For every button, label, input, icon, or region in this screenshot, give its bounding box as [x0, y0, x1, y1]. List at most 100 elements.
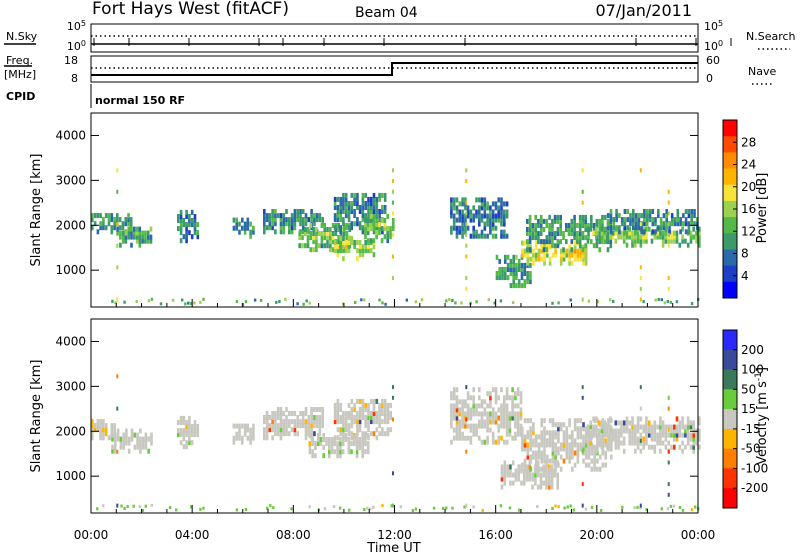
heatmap-cell [559, 214, 562, 220]
heatmap-cell [344, 192, 348, 198]
heatmap-cell [196, 424, 200, 429]
beam-label: Beam 04 [355, 5, 418, 21]
heatmap-cell [475, 229, 478, 235]
heatmap-cell [540, 422, 543, 428]
heatmap-cell [543, 426, 546, 432]
ground-scatter-cell [272, 506, 275, 510]
heatmap-cell [326, 231, 329, 236]
heatmap-cell [489, 225, 492, 231]
heatmap-cell [523, 472, 526, 478]
heatmap-cell [375, 398, 379, 404]
heatmap-cell [122, 436, 125, 442]
heatmap-cell [515, 262, 518, 268]
heatmap-cell [372, 226, 376, 232]
heatmap-cell [650, 428, 654, 434]
heatmap-cell [381, 209, 384, 214]
heatmap-cell [597, 428, 601, 434]
heatmap-cell [342, 209, 345, 214]
heatmap-cell [631, 234, 634, 240]
heatmap-cell [542, 227, 546, 232]
heatmap-cell [450, 197, 453, 203]
heatmap-cell [333, 248, 337, 254]
heatmap-cell [573, 442, 577, 448]
heatmap-cell [500, 435, 503, 441]
heatmap-cell [130, 234, 133, 240]
heatmap-cell [252, 225, 255, 231]
heatmap-cell [282, 229, 286, 235]
heatmap-cell [458, 431, 462, 437]
heatmap-cell [650, 424, 654, 430]
heatmap-cell [678, 424, 682, 430]
heatmap-cell [361, 441, 364, 447]
heatmap-cell [684, 229, 688, 235]
heatmap-cell [534, 462, 538, 468]
ground-scatter-cell [275, 300, 278, 304]
heatmap-cell [521, 248, 524, 254]
ground-scatter-cell [599, 508, 603, 512]
heatmap-cell [503, 217, 506, 223]
heatmap-cell [347, 402, 351, 408]
heatmap-cell [576, 231, 579, 236]
heatmap-cell [634, 221, 638, 227]
heatmap-cell [386, 411, 390, 416]
heatmap-cell [536, 484, 540, 490]
heatmap-cell [361, 248, 365, 254]
heatmap-cell [675, 436, 679, 442]
ground-scatter-cell [390, 504, 393, 508]
heatmap-cell [372, 229, 376, 235]
heatmap-cell [629, 217, 632, 223]
heatmap-cell [551, 239, 554, 245]
heatmap-cell [361, 217, 365, 223]
heatmap-cell [361, 431, 365, 437]
heatmap-cell [506, 262, 510, 268]
heatmap-cell [595, 424, 598, 430]
heatmap-cell [322, 445, 325, 451]
heatmap-cell [188, 436, 191, 442]
heatmap-cell [584, 243, 587, 249]
heatmap-cell [537, 256, 541, 262]
heatmap-cell [282, 411, 286, 416]
heatmap-cell [328, 453, 331, 459]
heatmap-cell [342, 240, 345, 245]
heatmap-cell [576, 256, 580, 262]
ground-scatter-cell [690, 302, 694, 306]
heatmap-cell [124, 234, 128, 240]
heatmap-cell [276, 213, 280, 219]
noise-streak-cell [667, 232, 670, 237]
heatmap-cell [333, 419, 337, 425]
heatmap-cell [617, 420, 620, 426]
heatmap-cell [516, 415, 520, 421]
heatmap-cell [139, 436, 142, 442]
heatmap-cell [383, 407, 387, 412]
heatmap-cell [601, 223, 604, 228]
heatmap-cell [661, 230, 665, 236]
heatmap-cell [582, 256, 585, 262]
heatmap-cell [491, 419, 495, 425]
heatmap-cell [99, 431, 102, 437]
heatmap-cell [494, 225, 498, 231]
heatmap-cell [489, 415, 492, 421]
x-tick-label: 00:00 [681, 528, 716, 542]
heatmap-cell [193, 214, 197, 219]
heatmap-cell [500, 201, 503, 207]
heatmap-cell [102, 221, 105, 227]
heatmap-cell [494, 411, 498, 417]
heatmap-cell [673, 238, 676, 244]
heatmap-cell [336, 427, 340, 433]
heatmap-cell [288, 411, 291, 416]
heatmap-cell [263, 213, 266, 219]
heatmap-cell [534, 454, 538, 460]
heatmap-cell [676, 209, 680, 214]
ground-scatter-cell [621, 505, 624, 509]
heatmap-cell [568, 454, 571, 460]
heatmap-cell [556, 239, 560, 245]
heatmap-cell [521, 240, 524, 246]
heatmap-cell [149, 226, 153, 232]
ground-scatter-cell [244, 300, 248, 304]
heatmap-cell [285, 419, 288, 425]
heatmap-cell [531, 484, 534, 490]
heatmap-cell [571, 430, 574, 436]
heatmap-cell [381, 411, 384, 416]
heatmap-cell [537, 218, 540, 224]
heatmap-cell [491, 387, 495, 393]
